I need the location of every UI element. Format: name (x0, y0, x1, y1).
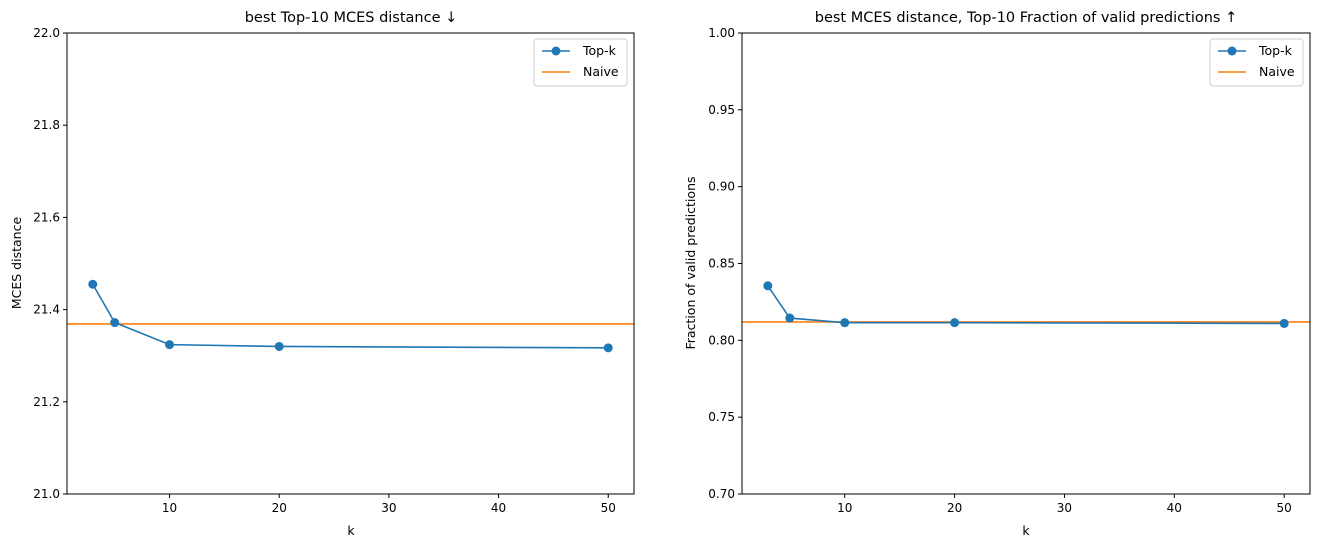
y-axis-label: Fraction of valid predictions (683, 176, 698, 349)
x-axis-label: k (1022, 523, 1030, 538)
x-axis-ticks: 10 20 30 40 50 (837, 494, 1292, 515)
x-axis-ticks: 10 20 30 40 50 (162, 494, 616, 515)
subplot-mces-distance: best Top-10 MCES distance ↓ 10 20 30 40 50 2… (9, 10, 635, 538)
top-k-point (110, 318, 120, 328)
plot-area (742, 281, 1310, 328)
top-k-point (1279, 318, 1289, 328)
y-tick-label: 0.95 (708, 103, 735, 117)
y-tick-label: 21.2 (33, 395, 60, 409)
subplot-fraction-valid: best MCES distance, Top-10 Fraction of v… (683, 10, 1311, 538)
y-axis-ticks: 21.0 21.2 21.4 21.6 21.8 22.0 (33, 26, 67, 501)
x-tick-label: 50 (601, 501, 616, 515)
chart-title: best MCES distance, Top-10 Fraction of v… (815, 10, 1237, 26)
y-tick-label: 0.85 (708, 257, 735, 271)
y-axis-label: MCES distance (9, 217, 24, 310)
legend: Top-k Naive (533, 38, 628, 87)
x-tick-label: 40 (491, 501, 506, 515)
x-tick-label: 30 (1057, 501, 1072, 515)
top-k-point (603, 343, 613, 353)
x-tick-label: 20 (947, 501, 962, 515)
x-tick-label: 10 (162, 501, 177, 515)
y-tick-label: 22.0 (33, 26, 60, 40)
top-k-point (88, 279, 98, 289)
top-k-point (950, 318, 960, 328)
legend-label-top-k: Top-k (1258, 43, 1293, 58)
legend-marker-top-k (1227, 46, 1237, 56)
y-tick-label: 21.0 (33, 487, 60, 501)
top-k-point (763, 281, 773, 291)
x-tick-label: 40 (1167, 501, 1182, 515)
legend-marker-top-k (551, 46, 561, 56)
top-k-point (165, 340, 175, 350)
x-axis-label: k (347, 523, 355, 538)
y-tick-label: 0.75 (708, 410, 735, 424)
legend: Top-k Naive (1209, 38, 1304, 87)
top-k-point (840, 318, 850, 328)
x-tick-label: 10 (837, 501, 852, 515)
y-tick-label: 1.00 (708, 26, 735, 40)
legend-label-top-k: Top-k (582, 43, 617, 58)
y-axis-ticks: 0.70 0.75 0.80 0.85 0.90 0.95 1.00 (708, 26, 742, 501)
y-tick-label: 21.4 (33, 303, 60, 317)
legend-label-naive: Naive (1259, 64, 1295, 79)
top-k-point (274, 341, 284, 351)
y-tick-label: 21.6 (33, 210, 60, 224)
plot-area (67, 279, 634, 353)
y-tick-label: 21.8 (33, 118, 60, 132)
y-tick-label: 0.70 (708, 487, 735, 501)
x-tick-label: 30 (381, 501, 396, 515)
axes-frame (66, 32, 635, 495)
top-k-point (785, 313, 795, 323)
y-tick-label: 0.80 (708, 333, 735, 347)
x-tick-label: 20 (272, 501, 287, 515)
x-tick-label: 50 (1277, 501, 1292, 515)
chart-title: best Top-10 MCES distance ↓ (245, 10, 458, 26)
legend-label-naive: Naive (583, 64, 619, 79)
y-tick-label: 0.90 (708, 180, 735, 194)
